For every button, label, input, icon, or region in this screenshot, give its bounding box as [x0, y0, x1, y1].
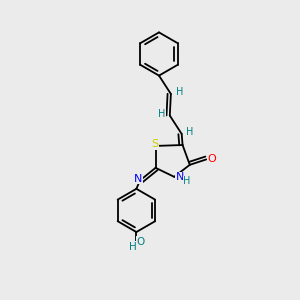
- Text: N: N: [134, 174, 143, 184]
- Text: N: N: [176, 172, 184, 182]
- Text: H: H: [176, 87, 183, 97]
- Text: O: O: [207, 154, 216, 164]
- Text: H: H: [183, 176, 190, 186]
- Text: O: O: [136, 237, 145, 247]
- Text: H: H: [129, 242, 137, 252]
- Text: S: S: [152, 140, 158, 149]
- Text: H: H: [186, 127, 194, 136]
- Text: H: H: [158, 109, 165, 119]
